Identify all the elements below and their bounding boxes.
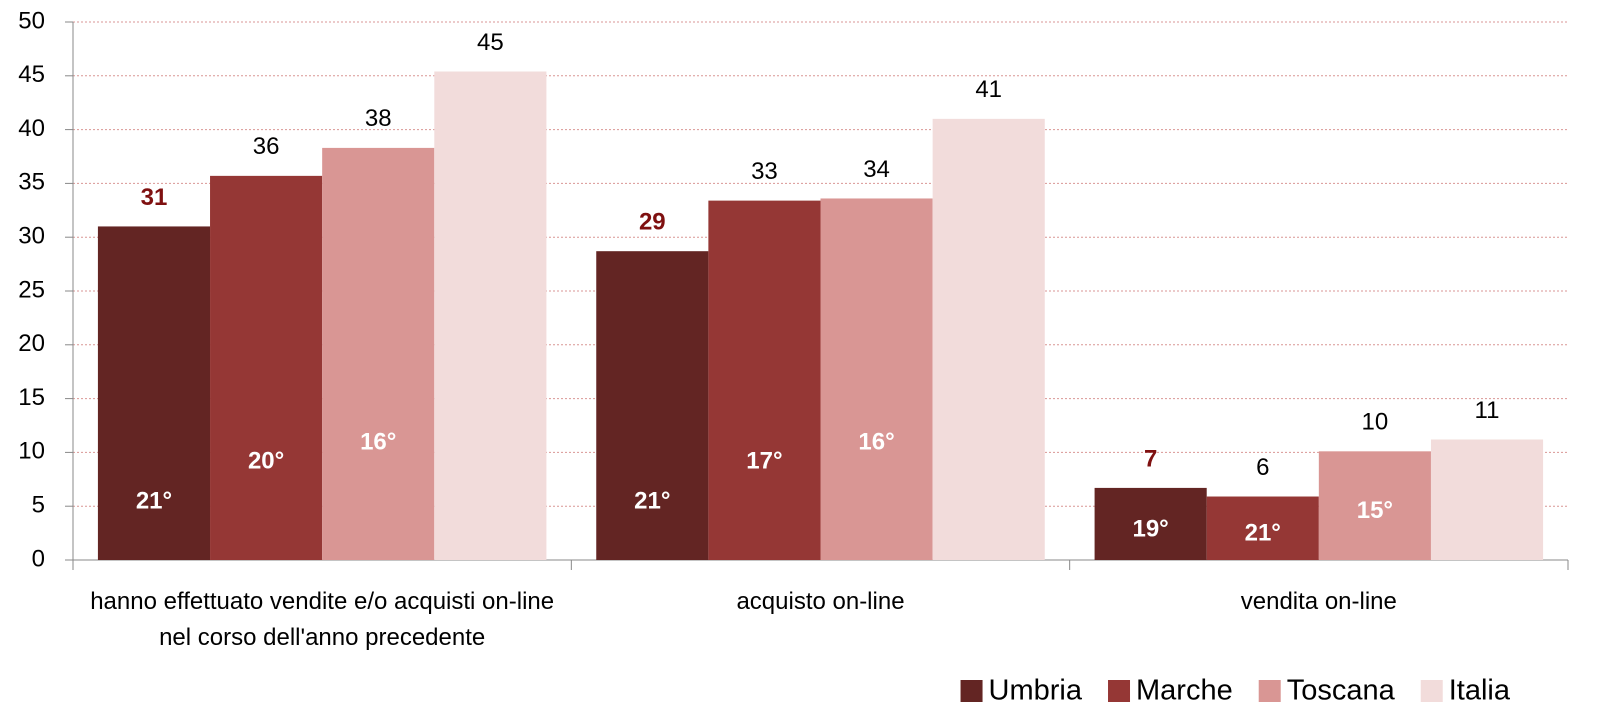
value-label: 6 (1256, 454, 1269, 481)
y-tick-label: 25 (18, 276, 45, 303)
bar (434, 71, 547, 560)
rank-label: 16° (360, 428, 396, 455)
bar (596, 251, 709, 561)
y-tick-label: 10 (18, 438, 45, 465)
value-label: 36 (253, 133, 280, 160)
bar (1318, 451, 1431, 560)
legend-label: Umbria (989, 675, 1083, 707)
legend-swatch (1420, 680, 1443, 702)
bar (708, 200, 821, 560)
rank-label: 16° (858, 428, 894, 455)
value-label: 11 (1475, 397, 1500, 424)
x-tick-label: acquisto on-line (736, 588, 905, 615)
bar (1094, 487, 1207, 560)
value-label: 29 (639, 209, 666, 236)
value-label: 38 (365, 105, 392, 132)
value-label: 10 (1362, 409, 1389, 436)
rank-label: 17° (746, 447, 782, 474)
value-label: 31 (141, 184, 168, 211)
bar (932, 118, 1045, 560)
legend-label: Italia (1449, 675, 1511, 707)
y-tick-label: 50 (18, 7, 45, 34)
y-tick-label: 0 (32, 545, 45, 572)
bar (322, 147, 435, 560)
legend-label: Marche (1136, 675, 1233, 707)
rank-label: 19° (1132, 515, 1168, 542)
y-tick-label: 40 (18, 115, 45, 142)
y-tick-label: 30 (18, 223, 45, 250)
bar (1206, 496, 1319, 560)
rank-label: 21° (1245, 520, 1281, 547)
x-tick-label: vendita on-line (1240, 588, 1397, 615)
value-label: 7 (1144, 445, 1157, 472)
bar (210, 175, 323, 561)
value-label: 34 (863, 156, 890, 183)
x-tick-label: hanno effettuato vendite e/o acquisti on… (90, 588, 555, 651)
value-label: 33 (751, 158, 778, 185)
rank-label: 21° (634, 487, 670, 514)
rank-label: 15° (1357, 497, 1393, 524)
y-tick-label: 20 (18, 330, 45, 357)
y-tick-label: 5 (32, 492, 45, 519)
rank-label: 21° (136, 487, 172, 514)
legend-label: Toscana (1287, 675, 1396, 707)
bar (1430, 439, 1544, 560)
bar (97, 226, 211, 560)
value-label: 45 (477, 29, 504, 56)
value-label: 41 (975, 76, 1002, 103)
y-tick-label: 15 (18, 384, 45, 411)
legend-swatch (960, 680, 983, 702)
legend-swatch (1108, 680, 1131, 702)
y-tick-label: 45 (18, 61, 45, 88)
y-tick-label: 35 (18, 169, 45, 196)
rank-label: 20° (248, 447, 284, 474)
bar (820, 198, 933, 561)
legend-swatch (1258, 680, 1281, 702)
